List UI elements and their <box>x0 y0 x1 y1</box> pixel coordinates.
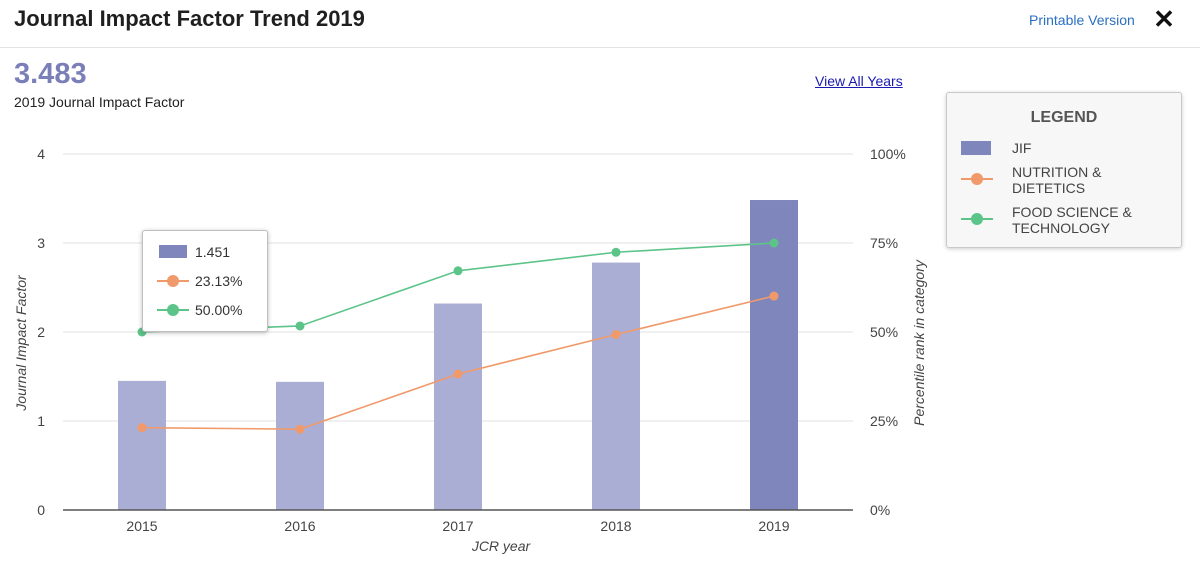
bar-jif-2019 <box>750 200 798 510</box>
legend-jif-rect <box>961 141 991 155</box>
y2-axis-title: Percentile rank in category <box>911 259 927 426</box>
legend-title: LEGEND <box>1030 109 1098 126</box>
page-title: Journal Impact Factor Trend 2019 <box>14 6 365 31</box>
legend-swatch-nutrition <box>961 171 993 187</box>
legend-item-nutrition[interactable]: NUTRITION & DIETETICS <box>961 164 1171 199</box>
tooltip-swatch-nutrition <box>157 273 189 289</box>
legend-label-jif: JIF <box>1012 140 1032 156</box>
legend-swatch-food-science <box>961 211 993 227</box>
point-food-science-technology-2016 <box>295 321 305 331</box>
x-axis-title: JCR year <box>471 538 532 554</box>
y-tick-label: 1 <box>37 413 45 429</box>
point-nutrition-dietetics-2016 <box>295 424 305 434</box>
bar-jif-2018 <box>592 262 640 510</box>
y-tick-label: 2 <box>37 324 45 340</box>
tooltip-row-jif: 1.451 <box>157 242 265 262</box>
point-food-science-technology-2017 <box>453 266 463 276</box>
tooltip-swatch-jif <box>157 244 189 260</box>
tooltip-value-food-science: 50.00% <box>195 302 243 318</box>
bar-jif-2017 <box>434 303 482 510</box>
point-food-science-technology-2019 <box>769 238 779 248</box>
legend-label-nutrition: NUTRITION & DIETETICS <box>1012 164 1102 196</box>
bar-jif-2016 <box>276 381 324 510</box>
x-tick-label: 2015 <box>126 518 157 534</box>
tooltip-row-food-science: 50.00% <box>157 300 265 320</box>
tooltip-value-nutrition: 23.13% <box>195 273 243 289</box>
bar-jif-2015 <box>118 380 166 510</box>
close-icon[interactable]: ✕ <box>1153 4 1175 34</box>
y2-tick-label: 100% <box>870 146 906 162</box>
point-nutrition-dietetics-2019 <box>769 291 779 301</box>
view-all-years-link[interactable]: View All Years <box>815 73 903 89</box>
x-tick-label: 2016 <box>284 518 315 534</box>
legend-label-food-science: FOOD SCIENCE & TECHNOLOGY <box>1012 204 1132 236</box>
x-tick-label: 2018 <box>600 518 631 534</box>
header-bar: Journal Impact Factor Trend 2019 Printab… <box>0 0 1200 48</box>
legend-item-jif[interactable]: JIF <box>961 140 1171 175</box>
x-tick-label: 2017 <box>442 518 473 534</box>
legend-item-food-science[interactable]: FOOD SCIENCE & TECHNOLOGY <box>961 204 1171 239</box>
y-tick-label: 0 <box>37 502 45 518</box>
tooltip-row-nutrition: 23.13% <box>157 271 265 291</box>
jif-label: 2019 Journal Impact Factor <box>14 94 185 110</box>
point-nutrition-dietetics-2015 <box>137 423 147 433</box>
y2-tick-label: 25% <box>870 413 898 429</box>
y-tick-label: 3 <box>37 235 45 251</box>
y2-tick-label: 0% <box>870 502 890 518</box>
y-tick-label: 4 <box>37 146 45 162</box>
point-nutrition-dietetics-2018 <box>611 329 621 339</box>
tooltip-swatch-food-science <box>157 302 189 318</box>
legend-panel: LEGEND JIF NUTRITION & DIETETICS FOOD SC… <box>946 92 1182 248</box>
x-tick-label: 2019 <box>758 518 789 534</box>
chart-tooltip: 1.451 23.13% 50.00% <box>142 230 268 332</box>
jif-value: 3.483 <box>14 58 87 90</box>
y-axis-title: Journal Impact Factor <box>13 274 29 412</box>
point-nutrition-dietetics-2017 <box>453 369 463 379</box>
legend-swatch-jif <box>961 141 991 157</box>
tooltip-value-jif: 1.451 <box>195 244 231 260</box>
y2-tick-label: 75% <box>870 235 898 251</box>
y2-tick-label: 50% <box>870 324 898 340</box>
printable-version-link[interactable]: Printable Version <box>1029 12 1135 28</box>
point-food-science-technology-2018 <box>611 247 621 257</box>
